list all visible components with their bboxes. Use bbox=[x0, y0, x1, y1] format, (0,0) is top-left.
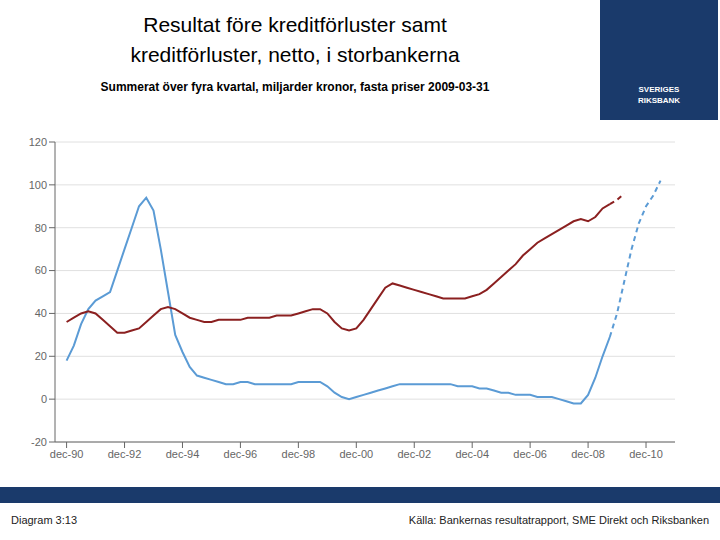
html-text:Summerat över fyra kvartal, mi: Summerat över fyra kvartal, miljarder kr… bbox=[100, 80, 490, 94]
svg-text:dec-96: dec-96 bbox=[224, 448, 258, 460]
svg-text:dec-02: dec-02 bbox=[397, 448, 431, 460]
html-text:kreditförluster, netto, i stor: kreditförluster, netto, i storbankerna bbox=[130, 43, 460, 66]
svg-text:80: 80 bbox=[35, 222, 47, 234]
svg-text:0: 0 bbox=[41, 393, 47, 405]
svg-text:-20: -20 bbox=[31, 436, 47, 448]
svg-text:dec-90: dec-90 bbox=[50, 448, 84, 460]
svg-text:20: 20 bbox=[35, 350, 47, 362]
svg-text:100: 100 bbox=[29, 179, 47, 191]
html-text:Diagram 3:13: Diagram 3:13 bbox=[11, 514, 77, 526]
html-text:Resultat före kreditförluster: Resultat före kreditförluster samt bbox=[143, 13, 447, 36]
svg-text:40: 40 bbox=[35, 307, 47, 319]
svg-text:dec-94: dec-94 bbox=[166, 448, 200, 460]
html-text:SVERIGES RIKSBANK: SVERIGES RIKSBANK bbox=[637, 85, 681, 105]
svg-text:dec-10: dec-10 bbox=[629, 448, 663, 460]
html-text:Källa: Bankernas resultatrappo: Källa: Bankernas resultatrapport, SME Di… bbox=[408, 514, 709, 526]
svg-text:dec-00: dec-00 bbox=[339, 448, 373, 460]
svg-text:dec-98: dec-98 bbox=[282, 448, 316, 460]
svg-text:dec-06: dec-06 bbox=[513, 448, 547, 460]
svg-text:dec-08: dec-08 bbox=[571, 448, 605, 460]
svg-text:60: 60 bbox=[35, 264, 47, 276]
svg-text:120: 120 bbox=[29, 136, 47, 148]
svg-text:dec-04: dec-04 bbox=[455, 448, 489, 460]
svg-text:dec-92: dec-92 bbox=[108, 448, 142, 460]
